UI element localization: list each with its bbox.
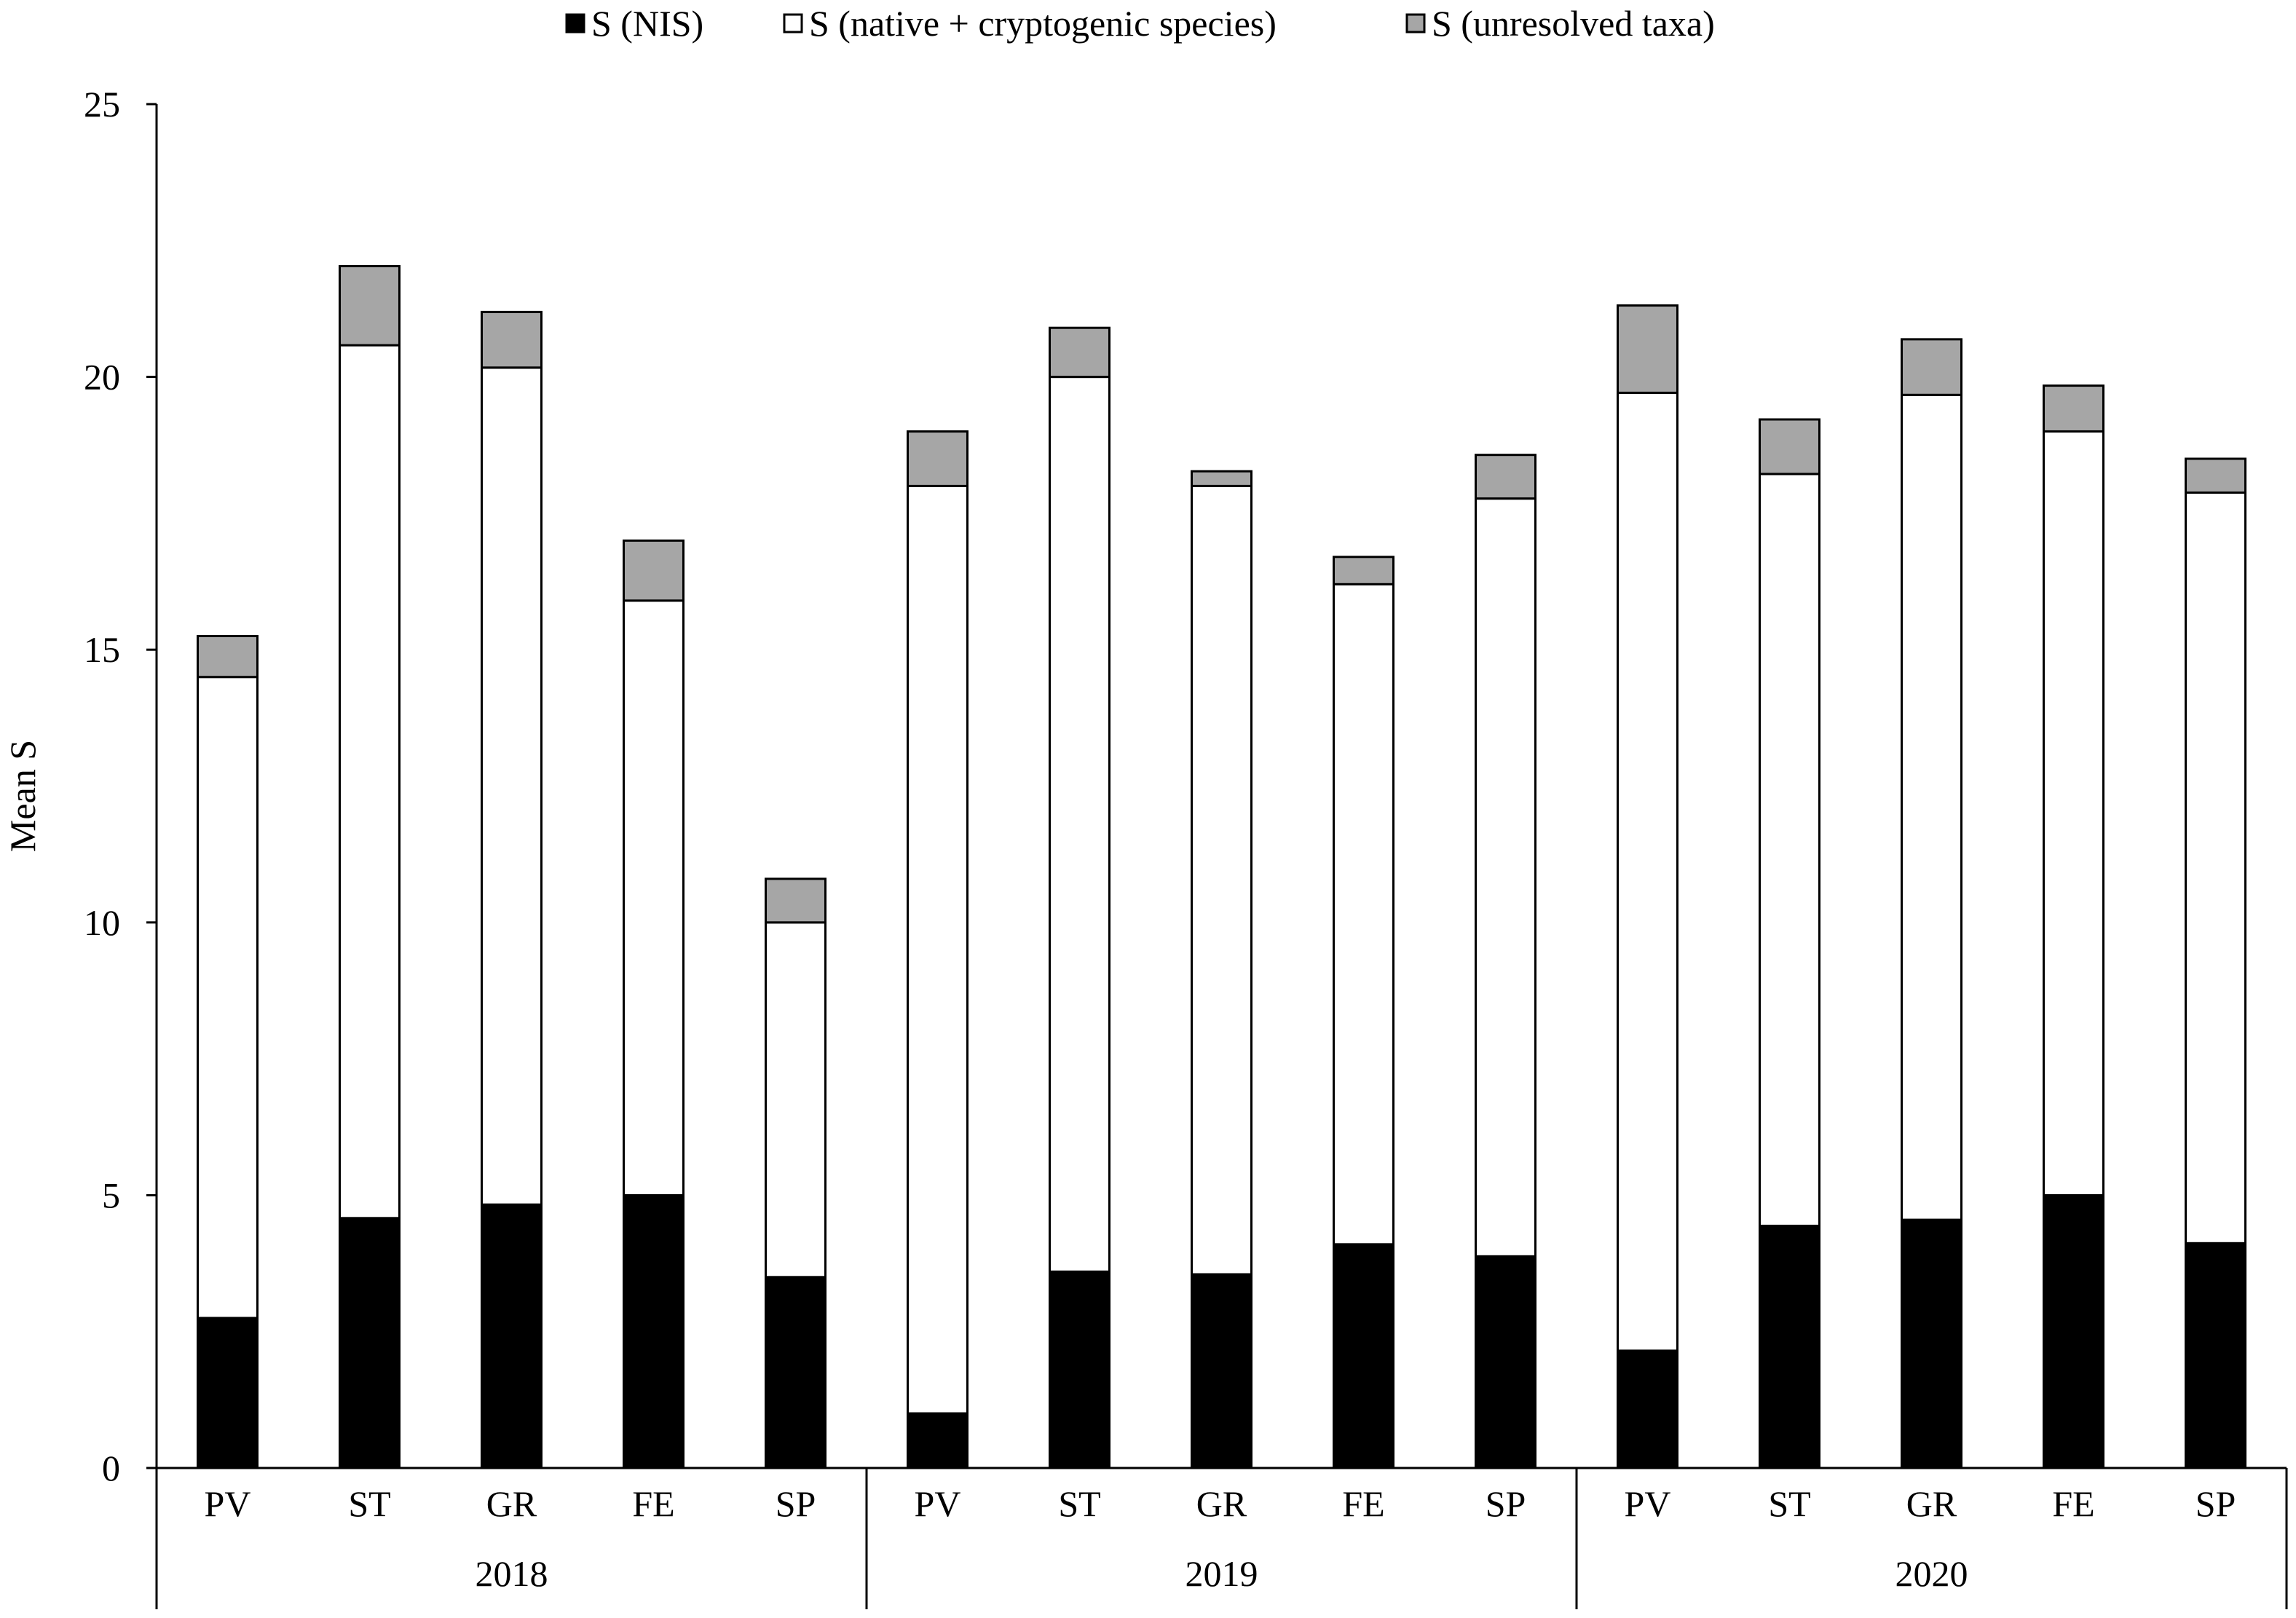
bar-segment-1-sp-2020 (2185, 1242, 2246, 1469)
bar-segment-1-pv-2018 (197, 1317, 259, 1469)
bar-segment-1-pv-2020 (1617, 1349, 1678, 1469)
category-label-st: ST (1058, 1483, 1100, 1524)
bar-segment-1-gr-2018 (481, 1203, 543, 1469)
bar-segment-3-fe-2018 (623, 539, 685, 602)
bar-segment-2-fe-2019 (1333, 583, 1394, 1246)
bar-segment-2-fe-2018 (623, 599, 685, 1196)
bar-segment-1-fe-2018 (623, 1193, 685, 1469)
bar-segment-2-st-2019 (1049, 376, 1110, 1273)
bar-segment-3-gr-2018 (481, 310, 543, 369)
category-label-fe: FE (1342, 1483, 1384, 1524)
category-label-gr: GR (486, 1483, 537, 1524)
y-tick-label: 10 (84, 902, 120, 943)
bar-segment-2-fe-2020 (2043, 430, 2104, 1196)
category-label-sp: SP (1486, 1483, 1526, 1524)
group-label-2020: 2020 (1895, 1553, 1968, 1594)
y-tick-label: 15 (84, 629, 120, 670)
bar-segment-3-sp-2019 (1475, 454, 1536, 500)
group-label-2019: 2019 (1186, 1553, 1258, 1594)
category-label-fe: FE (632, 1483, 674, 1524)
bar-segment-1-st-2019 (1049, 1270, 1110, 1469)
category-label-pv: PV (1625, 1483, 1671, 1524)
bar-segment-3-st-2019 (1049, 326, 1110, 379)
y-tick-label: 20 (84, 357, 120, 398)
bar-segment-3-sp-2020 (2185, 457, 2246, 494)
bar-segment-1-fe-2020 (2043, 1193, 2104, 1469)
category-label-st: ST (348, 1483, 390, 1524)
category-label-sp: SP (776, 1483, 816, 1524)
y-axis-title: Mean S (2, 740, 43, 852)
bar-segment-3-st-2020 (1759, 418, 1820, 475)
y-tick-label: 0 (102, 1448, 120, 1488)
bar-segment-2-st-2018 (339, 344, 401, 1220)
category-label-st: ST (1768, 1483, 1810, 1524)
bar-segment-3-pv-2019 (907, 430, 968, 487)
bar-segment-2-gr-2018 (481, 366, 543, 1206)
bar-segment-1-st-2018 (339, 1217, 401, 1469)
labels: 0 5 10 15 20 25 2018 2019 2020 PV ST GR FE SP PV ST GR FE… (2, 84, 2236, 1594)
bar-segment-3-pv-2020 (1617, 304, 1678, 394)
y-tick-label: 5 (102, 1175, 120, 1215)
bar-segment-2-gr-2019 (1191, 484, 1252, 1276)
legend: S (NIS) S (native + cryptogenic species) S… (565, 3, 1715, 44)
bar-segment-1-gr-2020 (1901, 1218, 1962, 1469)
axes (146, 103, 2288, 1609)
bar-segment-2-sp-2018 (765, 921, 827, 1279)
legend-swatch-2 (783, 13, 803, 33)
category-label-pv: PV (205, 1483, 251, 1524)
bar-segment-3-pv-2018 (197, 635, 259, 679)
bar-segment-2-gr-2020 (1901, 393, 1962, 1221)
bar-segment-3-gr-2019 (1191, 470, 1252, 487)
bars (197, 265, 2246, 1469)
bar-segment-3-st-2018 (339, 265, 401, 347)
legend-swatch-1 (565, 13, 585, 33)
bar-segment-1-st-2020 (1759, 1224, 1820, 1469)
bar-segment-1-pv-2019 (907, 1412, 968, 1469)
bar-segment-3-gr-2020 (1901, 338, 1962, 396)
bar-segment-2-pv-2020 (1617, 391, 1678, 1352)
legend-swatch-3 (1405, 13, 1426, 33)
bar-segment-1-gr-2019 (1191, 1273, 1252, 1469)
legend-label-1: S (NIS) (591, 3, 703, 44)
category-label-gr: GR (1906, 1483, 1957, 1524)
category-label-sp: SP (2196, 1483, 2236, 1524)
group-label-2018: 2018 (476, 1553, 548, 1594)
bar-segment-2-sp-2019 (1475, 497, 1536, 1258)
legend-label-2: S (native + cryptogenic species) (809, 3, 1277, 44)
y-tick-label: 25 (84, 84, 120, 125)
bar-segment-1-sp-2019 (1475, 1255, 1536, 1469)
bar-segment-2-pv-2018 (197, 676, 259, 1319)
legend-label-3: S (unresolved taxa) (1432, 3, 1715, 44)
bar-segment-2-pv-2019 (907, 484, 968, 1415)
bar-segment-3-sp-2018 (765, 877, 827, 924)
category-label-fe: FE (2052, 1483, 2094, 1524)
bar-segment-1-fe-2019 (1333, 1243, 1394, 1469)
bar-segment-3-fe-2019 (1333, 556, 1394, 585)
bar-segment-3-fe-2020 (2043, 384, 2104, 433)
bar-segment-2-st-2020 (1759, 473, 1820, 1227)
category-label-gr: GR (1196, 1483, 1247, 1524)
bar-segment-1-sp-2018 (765, 1276, 827, 1469)
category-label-pv: PV (915, 1483, 961, 1524)
bar-segment-2-sp-2020 (2185, 491, 2246, 1244)
